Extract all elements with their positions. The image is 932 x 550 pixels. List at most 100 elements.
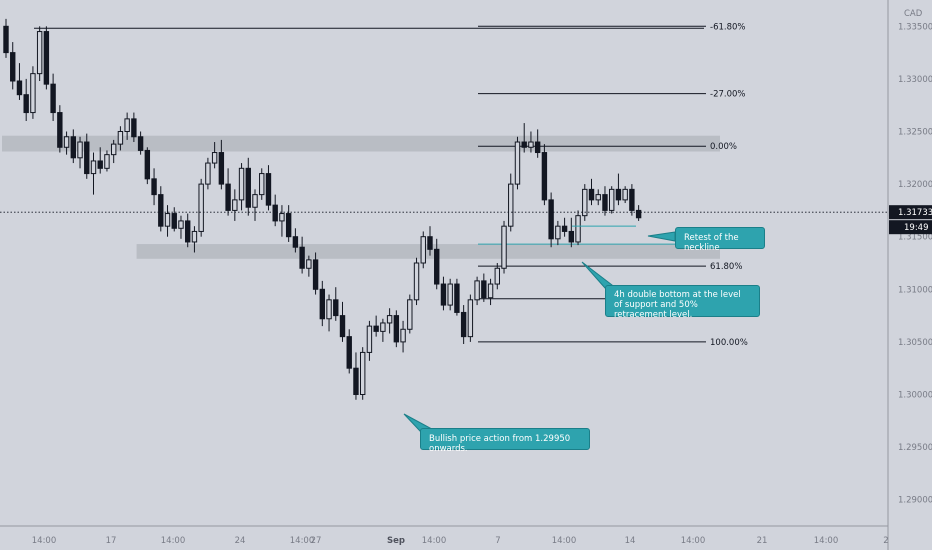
annotation-bullish-action[interactable]: Bullish price action from 1.29950 onward… [420, 428, 590, 454]
candle-body[interactable] [164, 213, 171, 227]
candle-body[interactable] [373, 325, 379, 332]
candle-body[interactable] [23, 94, 29, 114]
candle-body[interactable] [561, 225, 568, 232]
candle-body[interactable] [225, 183, 231, 211]
candle-body[interactable] [151, 178, 157, 196]
candle-body[interactable] [191, 230, 198, 243]
candle-body[interactable] [104, 154, 110, 169]
candle-body[interactable] [84, 141, 90, 175]
candle-body[interactable] [339, 315, 346, 338]
candle-body[interactable] [622, 188, 628, 201]
candle-body[interactable] [353, 367, 359, 396]
candle-body[interactable] [494, 267, 500, 285]
candle-body[interactable] [272, 204, 278, 222]
candle-body[interactable] [481, 280, 487, 299]
annotation-retest-neckline[interactable]: Retest of the neckline [675, 227, 765, 253]
candle-body[interactable] [265, 173, 272, 206]
last-price-tag[interactable] [889, 205, 932, 220]
candle-body[interactable] [97, 160, 103, 169]
candle-body[interactable] [279, 213, 285, 222]
candle-body[interactable] [555, 225, 561, 240]
candle-body[interactable] [588, 188, 595, 201]
candle-body[interactable] [238, 167, 245, 201]
candle-body[interactable] [440, 283, 447, 306]
candle-body[interactable] [380, 322, 386, 332]
candle-body[interactable] [521, 141, 527, 148]
candle-body[interactable] [629, 188, 635, 211]
candle-body[interactable] [366, 325, 373, 353]
candle-body[interactable] [306, 259, 312, 269]
candle-body[interactable] [57, 112, 63, 148]
candle-body[interactable] [534, 141, 541, 154]
candle-body[interactable] [30, 73, 36, 114]
candle-body[interactable] [407, 299, 413, 330]
candle-body[interactable] [319, 288, 326, 320]
candle-body[interactable] [609, 188, 615, 211]
candle-body[interactable] [285, 213, 292, 238]
candle-body[interactable] [70, 136, 76, 159]
candle-body[interactable] [245, 167, 251, 208]
candle-body[interactable] [252, 194, 258, 208]
candle-body[interactable] [575, 215, 581, 243]
candle-body[interactable] [3, 25, 9, 54]
candle-body[interactable] [171, 213, 177, 229]
candle-body[interactable] [218, 152, 225, 185]
candle-body[interactable] [420, 236, 426, 264]
support-zone[interactable] [136, 244, 721, 259]
candle-body[interactable] [90, 160, 97, 175]
candle-body[interactable] [63, 136, 70, 148]
candle-body[interactable] [346, 336, 352, 369]
candle-body[interactable] [124, 118, 130, 132]
candle-body[interactable] [131, 118, 137, 138]
candle-body[interactable] [582, 188, 588, 217]
candle-body[interactable] [10, 52, 16, 82]
candle-body[interactable] [43, 31, 50, 85]
candle-body[interactable] [460, 311, 467, 338]
candle-body[interactable] [434, 248, 440, 285]
candle-body[interactable] [36, 31, 43, 75]
resistance-zone[interactable] [2, 135, 720, 152]
candle-body[interactable] [467, 299, 474, 338]
candle-body[interactable] [259, 173, 265, 196]
candle-body[interactable] [635, 209, 642, 219]
candle-body[interactable] [508, 183, 514, 227]
candle-body[interactable] [514, 141, 521, 185]
candle-body[interactable] [312, 259, 319, 290]
candle-body[interactable] [205, 162, 211, 185]
candle-body[interactable] [595, 194, 601, 201]
candle-body[interactable] [185, 220, 191, 243]
candle-body[interactable] [137, 136, 144, 151]
candle-body[interactable] [487, 283, 494, 299]
candle-body[interactable] [292, 236, 299, 248]
candle-body[interactable] [178, 220, 184, 229]
candle-body[interactable] [110, 143, 117, 156]
candle-body[interactable] [393, 315, 400, 343]
candle-body[interactable] [501, 225, 507, 269]
candle-body[interactable] [474, 280, 480, 301]
candle-body[interactable] [16, 80, 23, 96]
candle-body[interactable] [50, 83, 56, 114]
candle-body[interactable] [386, 315, 393, 324]
candle-body[interactable] [144, 149, 151, 180]
candle-body[interactable] [232, 199, 238, 211]
candle-body[interactable] [198, 183, 204, 232]
candle-body[interactable] [77, 141, 83, 159]
candle-body[interactable] [454, 283, 460, 313]
candle-body[interactable] [299, 246, 305, 269]
candle-body[interactable] [541, 152, 548, 201]
candle-body[interactable] [615, 188, 622, 201]
candle-body[interactable] [413, 262, 420, 301]
candle-body[interactable] [528, 141, 534, 148]
candle-body[interactable] [326, 299, 332, 320]
candle-body[interactable] [548, 199, 554, 240]
candle-body[interactable] [568, 230, 575, 243]
candle-body[interactable] [211, 152, 218, 164]
annotation-double-bottom[interactable]: 4h double bottom at the level of support… [605, 285, 760, 320]
candle-body[interactable] [427, 236, 433, 250]
candle-body[interactable] [359, 351, 366, 396]
candle-body[interactable] [400, 328, 406, 343]
candle-body[interactable] [602, 194, 608, 211]
candle-body[interactable] [117, 131, 124, 145]
candle-body[interactable] [447, 283, 453, 306]
